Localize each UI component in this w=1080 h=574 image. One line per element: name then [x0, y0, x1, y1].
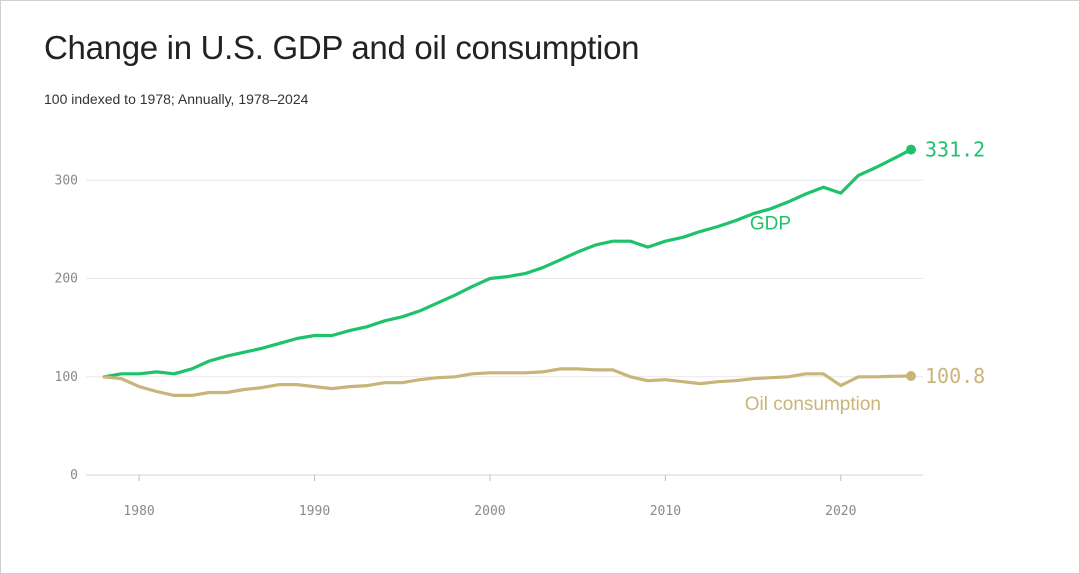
gridlines: [86, 179, 923, 476]
oil-consumption-line: [102, 367, 913, 397]
oil-consumption-end-marker: [906, 370, 916, 381]
x-tick-label: 1990: [299, 504, 330, 519]
oil-consumption-end-label: 100.8: [925, 364, 985, 388]
gdp-end-marker: [906, 144, 916, 155]
oil-consumption-series-label: Oil consumption: [745, 394, 881, 415]
y-tick-label: 300: [55, 173, 78, 188]
x-axis-ticks: 1980 1990 2000 2010 2020: [123, 475, 856, 519]
y-tick-label: 0: [70, 468, 78, 483]
series-lines: 331.2 GDP 100.8 Oil consumption: [102, 138, 985, 415]
y-tick-label: 200: [55, 272, 78, 287]
x-tick-label: 1980: [123, 504, 154, 519]
gdp-end-label: 331.2: [925, 138, 985, 162]
x-tick-label: 2000: [474, 504, 505, 519]
y-tick-label: 100: [55, 370, 78, 385]
chart-title: Change in U.S. GDP and oil consumption: [44, 29, 640, 66]
x-tick-label: 2020: [825, 504, 856, 519]
gdp-line: [102, 148, 913, 379]
gdp-series-label: GDP: [750, 214, 791, 235]
y-axis-ticks: 0 100 200 300: [55, 173, 78, 483]
x-tick-label: 2010: [650, 504, 681, 519]
chart-subtitle: 100 indexed to 1978; Annually, 1978–2024: [44, 91, 309, 107]
